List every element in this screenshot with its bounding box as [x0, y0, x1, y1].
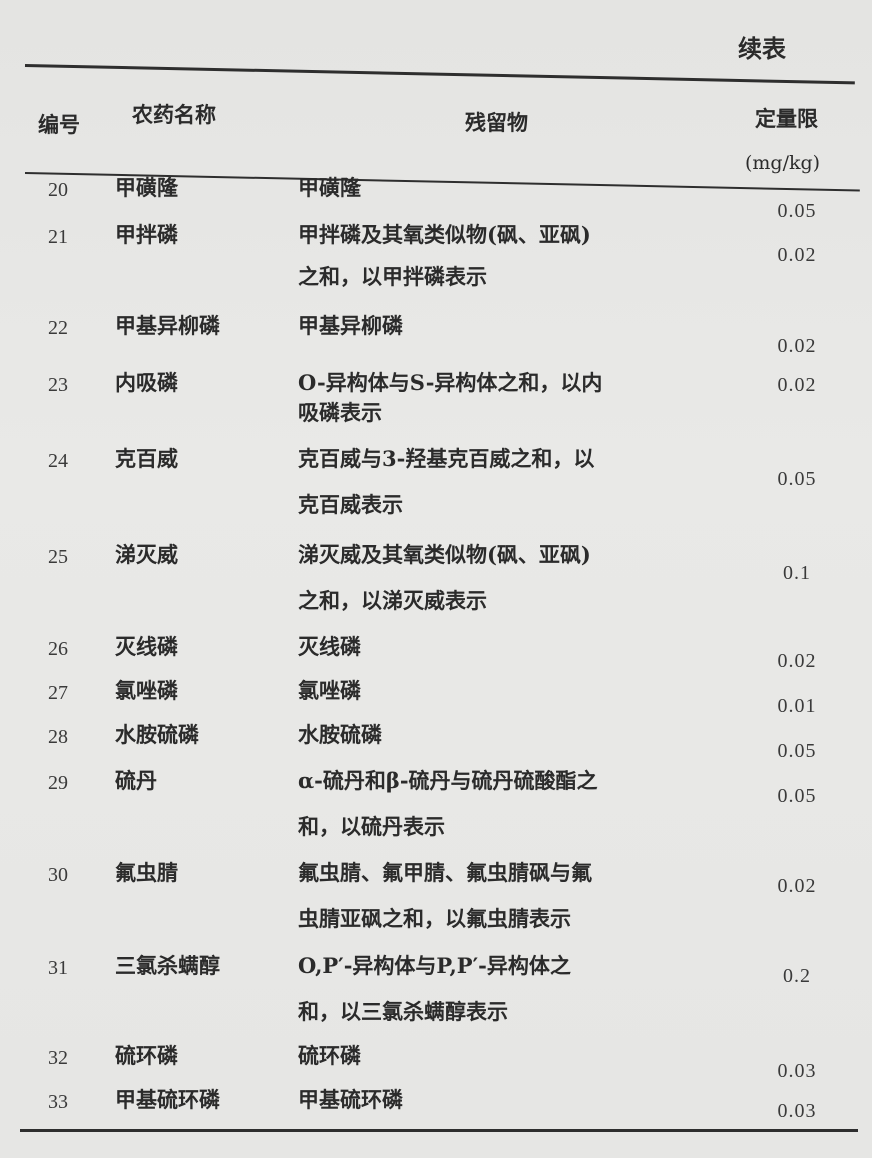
row-number: 32 — [48, 1047, 68, 1069]
pesticide-name: 三氯杀螨醇 — [115, 953, 220, 978]
pesticide-name: 硫环磷 — [115, 1043, 178, 1068]
row-number: 24 — [48, 450, 68, 472]
header-limit-unit: (mg/kg) — [745, 152, 821, 174]
row-number: 29 — [48, 772, 68, 794]
residue-line: 和，以三氯杀螨醇表示 — [298, 999, 508, 1024]
residue-line: 克百威表示 — [298, 492, 403, 517]
quantification-limit: 0.02 — [777, 374, 817, 396]
residue-line: 甲基异柳磷 — [298, 313, 403, 338]
residue-line: 甲基硫环磷 — [298, 1087, 403, 1112]
pesticide-name: 内吸磷 — [115, 370, 178, 395]
quantification-limit: 0.02 — [777, 650, 817, 672]
residue-line: 氟虫腈、氟甲腈、氟虫腈砜与氟 — [298, 860, 592, 885]
row-number: 26 — [48, 638, 68, 660]
row-number: 30 — [48, 864, 68, 886]
residue-line: 之和，以甲拌磷表示 — [298, 264, 487, 289]
header-residue: 残留物 — [465, 110, 528, 135]
table-caption: 续表 — [738, 34, 786, 63]
pesticide-name: 甲基硫环磷 — [115, 1087, 220, 1112]
residue-line: 虫腈亚砜之和，以氟虫腈表示 — [298, 906, 571, 931]
pesticide-name: 甲基异柳磷 — [115, 313, 220, 338]
quantification-limit: 0.02 — [777, 335, 817, 357]
quantification-limit: 0.01 — [777, 695, 817, 717]
pesticide-name: 涕灭威 — [115, 542, 178, 567]
row-number: 21 — [48, 226, 68, 248]
header-name: 农药名称 — [132, 102, 216, 127]
quantification-limit: 0.03 — [777, 1060, 817, 1082]
residue-line: O,P′-异构体与P,P′-异构体之 — [298, 953, 571, 978]
row-number: 22 — [48, 317, 68, 339]
pesticide-name: 氯唑磷 — [115, 678, 178, 703]
residue-line: 之和，以涕灭威表示 — [298, 588, 487, 613]
pesticide-name: 硫丹 — [115, 768, 157, 793]
residue-line: 硫环磷 — [298, 1043, 361, 1068]
residue-line: α-硫丹和β-硫丹与硫丹硫酸酯之 — [298, 768, 598, 793]
residue-line: 灭线磷 — [298, 634, 361, 659]
quantification-limit: 0.1 — [783, 562, 811, 584]
row-number: 20 — [48, 179, 68, 201]
row-number: 25 — [48, 546, 68, 568]
quantification-limit: 0.02 — [777, 244, 817, 266]
header-limit: 定量限 — [755, 106, 818, 131]
pesticide-name: 灭线磷 — [115, 634, 178, 659]
residue-line: 氯唑磷 — [298, 678, 361, 703]
quantification-limit: 0.02 — [777, 875, 817, 897]
pesticide-name: 水胺硫磷 — [115, 722, 199, 747]
bottom-rule — [20, 1129, 858, 1132]
residue-line: 克百威与3-羟基克百威之和，以 — [298, 446, 595, 471]
header-number: 编号 — [38, 112, 80, 137]
row-number: 28 — [48, 726, 68, 748]
quantification-limit: 0.05 — [777, 740, 817, 762]
quantification-limit: 0.03 — [777, 1100, 817, 1122]
pesticide-name: 氟虫腈 — [115, 860, 178, 885]
top-rule — [24, 64, 855, 85]
row-number: 27 — [48, 682, 68, 704]
residue-line: 甲拌磷及其氧类似物(砜、亚砜) — [298, 222, 591, 247]
residue-line: 水胺硫磷 — [298, 722, 382, 747]
pesticide-name: 甲拌磷 — [115, 222, 178, 247]
residue-line: 甲磺隆 — [298, 175, 361, 200]
quantification-limit: 0.05 — [777, 468, 817, 490]
quantification-limit: 0.2 — [783, 965, 811, 987]
residue-line: 涕灭威及其氧类似物(砜、亚砜) — [298, 542, 591, 567]
row-number: 23 — [48, 374, 68, 396]
row-number: 31 — [48, 957, 68, 979]
residue-line: O-异构体与S-异构体之和，以内 — [298, 370, 603, 395]
quantification-limit: 0.05 — [777, 785, 817, 807]
pesticide-name: 甲磺隆 — [115, 175, 178, 200]
pesticide-name: 克百威 — [115, 446, 178, 471]
residue-line: 和，以硫丹表示 — [298, 814, 445, 839]
quantification-limit: 0.05 — [777, 200, 817, 222]
residue-line: 吸磷表示 — [298, 400, 382, 425]
row-number: 33 — [48, 1091, 68, 1113]
